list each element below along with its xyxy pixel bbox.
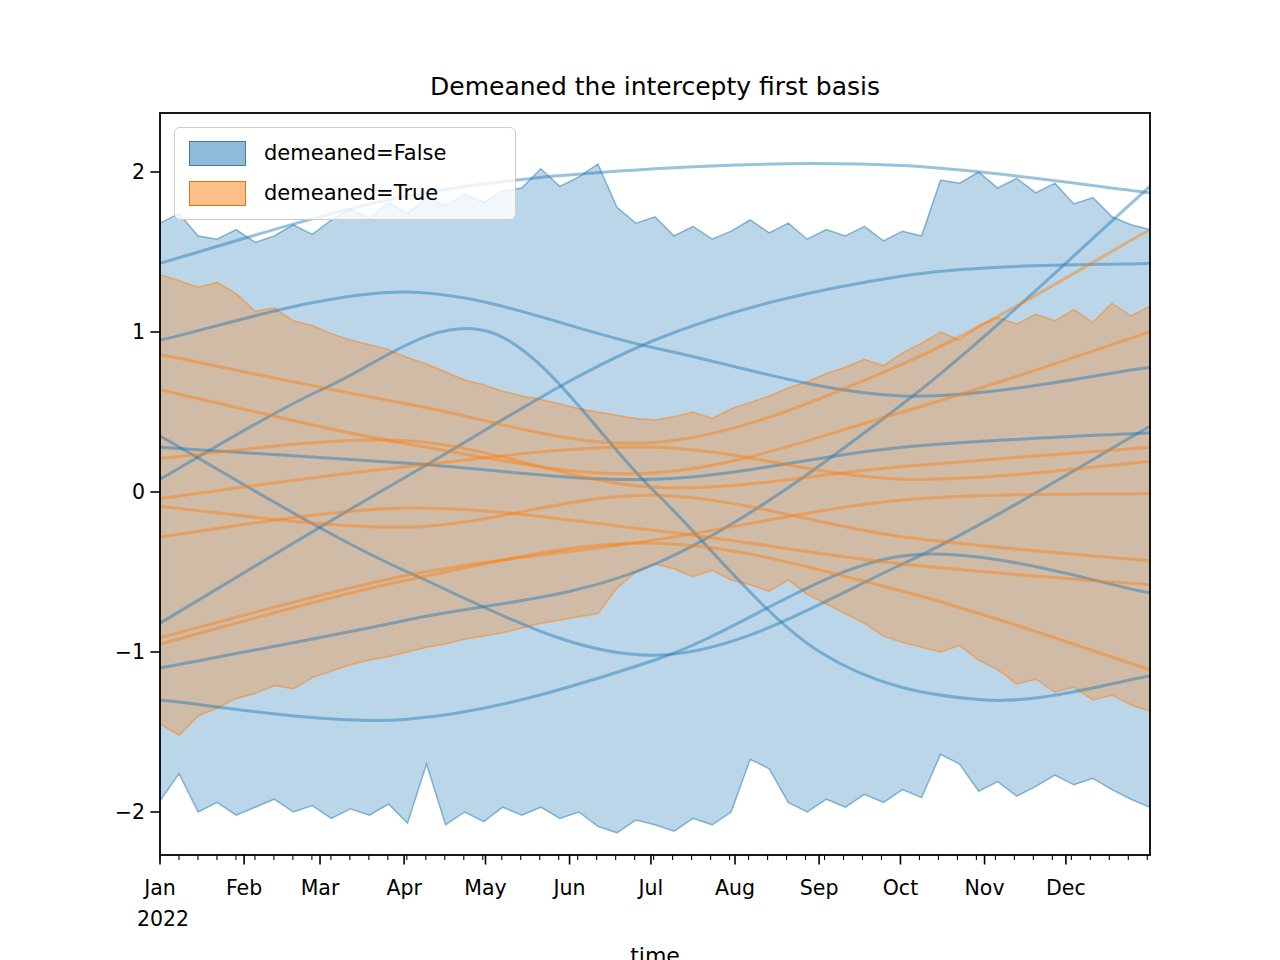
x-tick-label-jun: Jun (552, 876, 586, 900)
legend-swatch-orange (189, 181, 246, 206)
x-tick-label-apr: Apr (386, 876, 422, 900)
chart-title: Demeaned the intercepty first basis (30, 72, 1280, 101)
legend-swatch-blue (189, 141, 246, 166)
x-tick-label-may: May (464, 876, 506, 900)
x-tick-label-feb: Feb (226, 876, 262, 900)
y-tick-label: −2 (115, 800, 145, 824)
x-tick-label-dec: Dec (1046, 876, 1086, 900)
y-tick-label: 2 (132, 160, 145, 184)
x-tick-label-jan: Jan (142, 876, 176, 900)
x-axis-label: time (30, 943, 1280, 960)
x-tick-label-mar: Mar (301, 876, 340, 900)
legend-label: demeaned=False (264, 141, 446, 166)
y-tick-label: −1 (115, 640, 145, 664)
plot-contents (160, 164, 1150, 833)
figure: Jan Feb Mar Apr May Jun Jul Aug Sep Oct Nov Dec 2022… (0, 0, 1280, 960)
x-tick-year-label: 2022 (137, 907, 189, 931)
x-tick-label-aug: Aug (715, 876, 755, 900)
legend-item-demeaned-true: demeaned=True (189, 181, 501, 206)
y-tick-label: 0 (132, 480, 145, 504)
x-tick-label-oct: Oct (883, 876, 918, 900)
legend-item-demeaned-false: demeaned=False (189, 141, 501, 166)
y-tick-label: 1 (132, 320, 145, 344)
x-tick-label-nov: Nov (965, 876, 1005, 900)
x-tick-label-sep: Sep (800, 876, 839, 900)
legend: demeaned=False demeaned=True (174, 127, 516, 220)
legend-label: demeaned=True (264, 181, 438, 206)
x-tick-label-jul: Jul (637, 876, 664, 900)
